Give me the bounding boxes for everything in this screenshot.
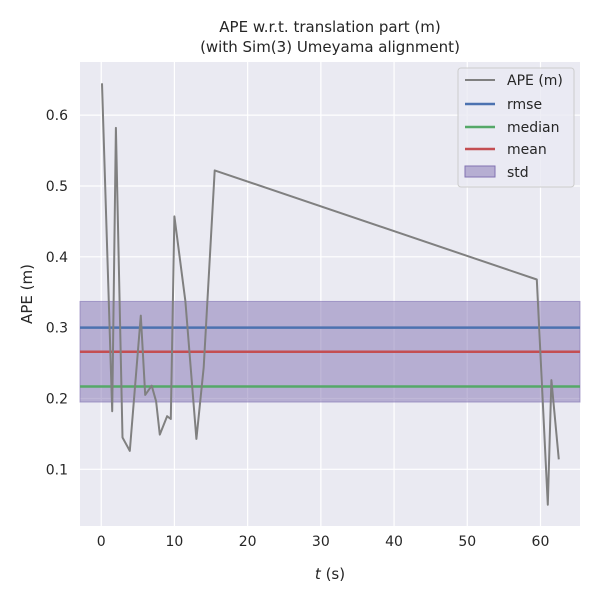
legend: APE (m) rmse median mean std bbox=[457, 67, 575, 188]
tick-labels: 0 10 20 30 40 50 60 0.1 0.2 0.3 0.4 0.5 0.6 bbox=[46, 108, 550, 550]
legend-ape-label: APE (m) bbox=[507, 73, 563, 89]
legend-box bbox=[457, 67, 575, 188]
x-tick-label: 40 bbox=[385, 534, 403, 550]
y-tick-label: 0.6 bbox=[46, 108, 68, 124]
legend-std-swatch bbox=[464, 165, 496, 178]
legend-std-label: std bbox=[507, 165, 529, 181]
x-tick-label: 50 bbox=[458, 534, 476, 550]
y-tick-label: 0.4 bbox=[46, 250, 68, 266]
legend-mean-label: mean bbox=[507, 142, 547, 158]
y-tick-label: 0.3 bbox=[46, 321, 68, 337]
x-tick-label: 60 bbox=[532, 534, 550, 550]
x-tick-label: 20 bbox=[239, 534, 257, 550]
chart-title: APE w.r.t. translation part (m) bbox=[219, 18, 440, 36]
chart-subtitle: (with Sim(3) Umeyama alignment) bbox=[200, 38, 460, 56]
series-layer bbox=[101, 83, 560, 506]
stat-lines-layer bbox=[80, 326, 580, 388]
y-axis-label: APE (m) bbox=[18, 264, 36, 324]
x-tick-label: 10 bbox=[166, 534, 184, 550]
y-tick-label: 0.2 bbox=[46, 391, 68, 407]
x-axis-label: t (s) bbox=[315, 565, 345, 583]
legend-rmse-label: rmse bbox=[507, 97, 542, 113]
y-tick-label: 0.5 bbox=[46, 179, 68, 195]
y-tick-label: 0.1 bbox=[46, 462, 68, 478]
x-axis-label-unit: (s) bbox=[321, 565, 345, 583]
x-axis-label-variable: t bbox=[315, 565, 322, 583]
x-tick-label: 30 bbox=[312, 534, 330, 550]
ape-series-line bbox=[101, 83, 560, 506]
x-tick-label: 0 bbox=[97, 534, 106, 550]
legend-median-label: median bbox=[507, 120, 559, 136]
